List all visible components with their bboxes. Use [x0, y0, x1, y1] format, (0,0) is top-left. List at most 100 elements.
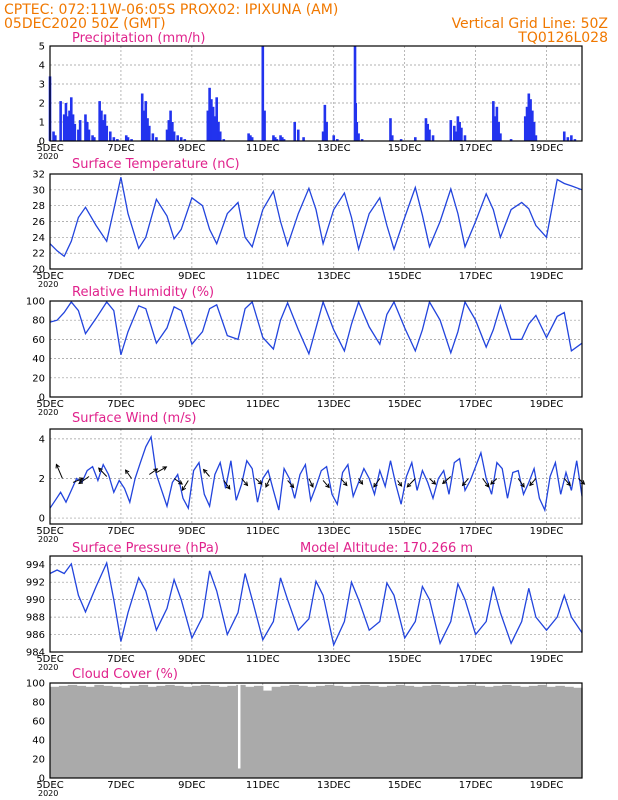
precip-bar	[124, 135, 128, 141]
cloud-bar	[528, 685, 539, 778]
y-tick-label: 32	[32, 170, 45, 181]
wind-arrow	[98, 467, 108, 477]
y-tick-label: 1	[39, 118, 45, 129]
precip-bar	[93, 137, 96, 141]
year-label: 2020	[38, 152, 58, 161]
panel-1: 20 22 24 26 28 30 32 5DEC 7DEC 9DEC 11DEC 13DEC 15DE…	[32, 170, 583, 289]
panel-3: 0 2 4 5DEC 7DEC 9DEC 11DEC 13DEC 15DEC 17DEC 19DEC…	[36, 428, 586, 544]
precip-bar	[215, 97, 218, 141]
wind-arrow-head	[373, 482, 378, 488]
header-line2-right: Vertical Grid Line: 50Z	[452, 16, 608, 32]
y-tick-label: 3	[39, 80, 45, 91]
wind-arrow-head	[309, 482, 314, 488]
y-tick-label: 0	[39, 774, 45, 785]
precip-bar	[529, 99, 532, 141]
cloud-bar	[555, 685, 565, 778]
wind-arrow	[442, 476, 452, 484]
cloud-bar	[378, 686, 388, 778]
series-line	[49, 560, 583, 648]
wind-arrow	[287, 480, 295, 488]
precip-bar	[71, 114, 75, 141]
cloud-bar	[404, 685, 415, 778]
x-tick-label: 9DEC	[178, 654, 205, 665]
precip-bar	[527, 93, 531, 141]
precip-bar	[151, 133, 155, 141]
precip-bar	[144, 101, 148, 141]
year-label: 2020	[38, 789, 58, 798]
x-tick-label: 7DEC	[107, 654, 134, 665]
x-tick-label: 19DEC	[530, 399, 564, 410]
precip-bar	[353, 46, 357, 141]
wind-arrow-head	[124, 469, 130, 475]
x-tick-label: 7DEC	[107, 143, 134, 154]
x-tick-label: 15DEC	[388, 780, 422, 791]
x-tick-label: 9DEC	[178, 780, 205, 791]
cloud-bar	[307, 686, 317, 778]
y-tick-label: 2	[39, 99, 45, 110]
wind-arrow	[149, 468, 158, 475]
cloud-bar	[537, 684, 548, 778]
precip-bar	[456, 116, 460, 141]
x-tick-label: 13DEC	[317, 654, 351, 665]
wind-arrow-head	[79, 477, 85, 482]
precip-bar	[390, 135, 394, 141]
cloud-bar	[324, 684, 335, 778]
precip-bar	[335, 139, 339, 141]
wind-arrow	[490, 478, 498, 485]
wind-arrow	[55, 464, 63, 479]
precip-bar	[112, 137, 116, 141]
precip-bar	[534, 135, 538, 141]
header-line1-left: CPTEC: 072:11W-06:05S PROX02: IPIXUNA (A…	[4, 2, 338, 18]
x-tick-label: 17DEC	[459, 526, 493, 537]
x-tick-label: 11DEC	[246, 780, 280, 791]
series-line	[49, 299, 583, 356]
precip-bar	[273, 137, 277, 141]
precip-bar	[414, 137, 417, 141]
panel-frame	[49, 555, 583, 653]
panel-frame	[49, 682, 583, 779]
precip-bar	[167, 120, 171, 141]
precip-bar	[101, 120, 105, 141]
wind-arrow-head	[325, 483, 330, 489]
x-tick-label: 17DEC	[459, 654, 493, 665]
x-tick-label: 13DEC	[317, 399, 351, 410]
precip-bar	[105, 125, 109, 141]
wind-arrow	[529, 478, 537, 486]
wind-arrow-head	[153, 468, 159, 473]
y-tick-label: 994	[26, 560, 45, 571]
precip-bar	[64, 103, 68, 141]
y-tick-label: 20	[32, 373, 45, 384]
precip-bar	[171, 122, 174, 141]
wind-arrow-head	[431, 480, 437, 485]
precip-bar	[323, 104, 327, 141]
precip-bar	[275, 139, 279, 141]
precip-bar	[566, 137, 570, 141]
wind-arrow-head	[243, 481, 249, 487]
precip-bar	[562, 131, 566, 141]
cloud-bar	[227, 685, 237, 778]
wind-arrow	[406, 478, 416, 488]
cloud-bar	[112, 686, 122, 778]
x-tick-label: 15DEC	[388, 654, 422, 665]
cloud-bar	[262, 690, 273, 778]
x-tick-label: 9DEC	[178, 399, 205, 410]
panel-frame	[49, 45, 583, 142]
precip-bar	[77, 129, 80, 141]
wind-arrow-head	[397, 482, 403, 487]
precip-bar	[261, 46, 265, 141]
cloud-bar	[58, 685, 69, 778]
cloud-bar	[138, 684, 149, 778]
y-tick-label: 60	[32, 335, 45, 346]
precip-bar	[532, 122, 536, 141]
precip-bar	[91, 135, 94, 141]
series-line	[49, 434, 583, 513]
wind-arrow-head	[529, 481, 534, 487]
cloud-bar	[493, 685, 503, 778]
year-label: 2020	[38, 408, 58, 417]
wind-arrow-head	[202, 468, 208, 474]
precip-bar	[247, 133, 250, 141]
cloud-bar	[67, 684, 78, 778]
wind-arrow	[255, 478, 263, 485]
wind-arrow	[173, 478, 183, 485]
panel-frame	[49, 300, 583, 398]
